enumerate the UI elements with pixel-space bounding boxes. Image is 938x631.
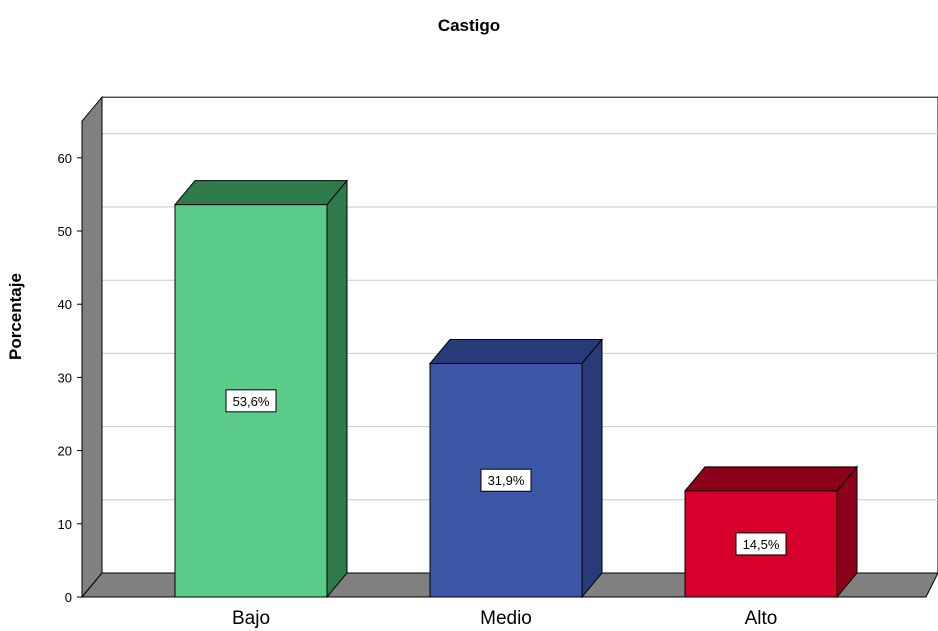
y-tick-label: 10 xyxy=(58,517,72,532)
bar-side-medio xyxy=(581,338,603,599)
y-tick-label: 20 xyxy=(58,444,72,459)
data-label-box xyxy=(735,532,787,556)
data-label: 53,6% xyxy=(233,394,270,409)
chart-title: Castigo xyxy=(437,16,501,35)
data-label-box xyxy=(225,389,277,413)
y-tick-label: 50 xyxy=(58,224,72,239)
x-tick-label: Alto xyxy=(745,608,778,629)
bar-side-bajo xyxy=(326,179,348,599)
left-wall xyxy=(81,95,103,599)
y-tick-label: 0 xyxy=(65,590,72,605)
bar-top-bajo xyxy=(173,180,349,206)
y-tick-label: 30 xyxy=(58,370,72,385)
y-tick-label: 60 xyxy=(58,151,72,166)
data-label: 31,9% xyxy=(488,473,525,488)
data-label: 14,5% xyxy=(743,537,780,552)
x-tick-label: Medio xyxy=(480,608,532,629)
bar-top-medio xyxy=(428,338,604,364)
x-tick-label: Bajo xyxy=(232,608,270,629)
data-label-box xyxy=(480,468,532,492)
y-tick-label: 40 xyxy=(58,297,72,312)
bar-top-alto xyxy=(683,466,859,492)
